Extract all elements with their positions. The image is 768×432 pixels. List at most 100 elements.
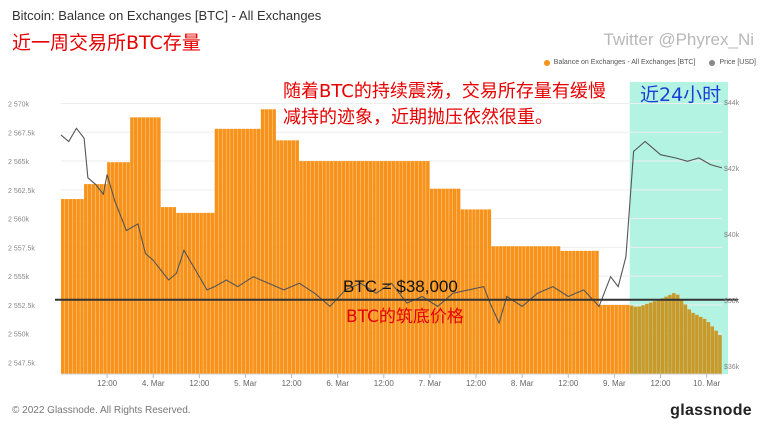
balance-bar xyxy=(506,246,511,374)
balance-bar xyxy=(318,161,323,374)
balance-bar xyxy=(122,162,127,374)
balance-bar xyxy=(222,128,226,374)
balance-bar xyxy=(695,314,699,374)
balance-bar xyxy=(660,298,665,374)
balance-bar xyxy=(399,161,403,374)
balance-bar xyxy=(337,161,342,374)
balance-bar xyxy=(195,212,200,374)
balance-bar xyxy=(587,250,592,374)
balance-bar xyxy=(310,161,315,374)
balance-bar xyxy=(68,199,73,374)
balance-bar xyxy=(625,304,630,374)
y-left-tick-label: 2 552.5k xyxy=(8,303,35,310)
balance-bar xyxy=(272,109,276,374)
balance-bar xyxy=(110,162,115,374)
y-right-tick-label: $36k xyxy=(724,364,740,371)
balance-bar xyxy=(518,246,522,374)
balance-bar xyxy=(652,301,657,374)
balance-bar xyxy=(487,209,492,374)
balance-bar xyxy=(103,184,107,374)
balance-bar xyxy=(322,161,326,374)
balance-bar xyxy=(283,140,288,374)
balance-area xyxy=(61,109,722,374)
balance-bar xyxy=(76,199,80,374)
balance-bar xyxy=(260,109,265,374)
balance-bar xyxy=(287,140,292,374)
balance-bar xyxy=(499,246,503,374)
legend-dot-icon xyxy=(543,59,550,66)
balance-bar xyxy=(526,246,530,374)
x-tick-label: 8. Mar xyxy=(511,379,534,388)
balance-bar xyxy=(326,161,330,374)
legend-item-balance[interactable]: Balance on Exchanges - All Exchanges [BT… xyxy=(543,59,696,66)
balance-bar xyxy=(668,294,672,374)
balance-bar xyxy=(207,212,211,374)
y-right-tick-label: $40k xyxy=(724,232,740,239)
balance-bar xyxy=(210,212,215,374)
y-axis-left: 2 547.5k 2 550k 2 552.5k 2 555k 2 557.5k 2 56… xyxy=(8,102,35,368)
balance-bar xyxy=(468,209,472,374)
balance-bar xyxy=(176,212,180,374)
balance-bar xyxy=(268,109,273,374)
legend-item-price[interactable]: Price [USD] xyxy=(709,59,756,66)
balance-bar xyxy=(510,246,515,374)
balance-bar xyxy=(160,207,165,374)
balance-bar xyxy=(245,128,250,374)
balance-bar xyxy=(203,212,207,374)
balance-bar xyxy=(403,161,407,374)
y-right-tick-label: $42k xyxy=(724,166,740,173)
balance-bar xyxy=(376,161,380,374)
balance-bar xyxy=(406,161,411,374)
balance-bar xyxy=(153,117,157,374)
balance-bar xyxy=(253,128,257,374)
x-tick-label: 7. Mar xyxy=(419,379,442,388)
balance-bar xyxy=(410,161,415,374)
y-right-tick-label: $44k xyxy=(724,100,740,107)
balance-bar xyxy=(364,161,369,374)
balance-bar xyxy=(264,109,269,374)
balance-bar xyxy=(164,207,169,374)
legend-label-balance: Balance on Exchanges - All Exchanges [BT… xyxy=(553,59,696,66)
balance-bar xyxy=(130,117,134,374)
legend: Balance on Exchanges - All Exchanges [BT… xyxy=(543,59,756,66)
x-tick-label: 10. Mar xyxy=(693,379,720,388)
balance-bar xyxy=(387,161,392,374)
balance-bar xyxy=(168,207,173,374)
annotation-btc-bottom: BTC的筑底价格 xyxy=(346,307,464,327)
balance-bar xyxy=(595,250,599,374)
balance-bar xyxy=(226,128,230,374)
balance-bar xyxy=(614,304,618,374)
balance-bar xyxy=(568,250,572,374)
balance-bar xyxy=(476,209,480,374)
balance-bar xyxy=(303,161,307,374)
x-tick-label: 4. Mar xyxy=(142,379,165,388)
balance-bar xyxy=(84,184,88,374)
balance-bar xyxy=(149,117,153,374)
balance-bar xyxy=(599,304,603,374)
balance-bar xyxy=(72,199,77,374)
x-tick-label: 6. Mar xyxy=(326,379,349,388)
balance-bar xyxy=(249,128,253,374)
y-left-tick-label: 2 547.5k xyxy=(8,360,35,367)
balance-bar xyxy=(495,246,499,374)
balance-bar xyxy=(306,161,311,374)
balance-bar xyxy=(383,161,388,374)
balance-bar xyxy=(330,161,334,374)
x-tick-label: 12:00 xyxy=(650,379,671,388)
balance-bar xyxy=(602,304,607,374)
balance-bar xyxy=(537,246,542,374)
balance-bar xyxy=(637,306,641,374)
balance-bar xyxy=(95,184,100,374)
balance-bar xyxy=(529,246,534,374)
balance-bar xyxy=(183,212,188,374)
balance-bar xyxy=(545,246,549,374)
glassnode-logo[interactable]: glassnode xyxy=(670,402,752,419)
balance-bar xyxy=(180,212,184,374)
chinese-subtitle: 近一周交易所BTC存量 xyxy=(12,32,201,54)
balance-bar xyxy=(118,162,123,374)
y-axis-right: $36k $38k $40k $42k $44k xyxy=(724,100,740,371)
balance-bar xyxy=(698,316,703,374)
balance-bar xyxy=(691,312,695,374)
